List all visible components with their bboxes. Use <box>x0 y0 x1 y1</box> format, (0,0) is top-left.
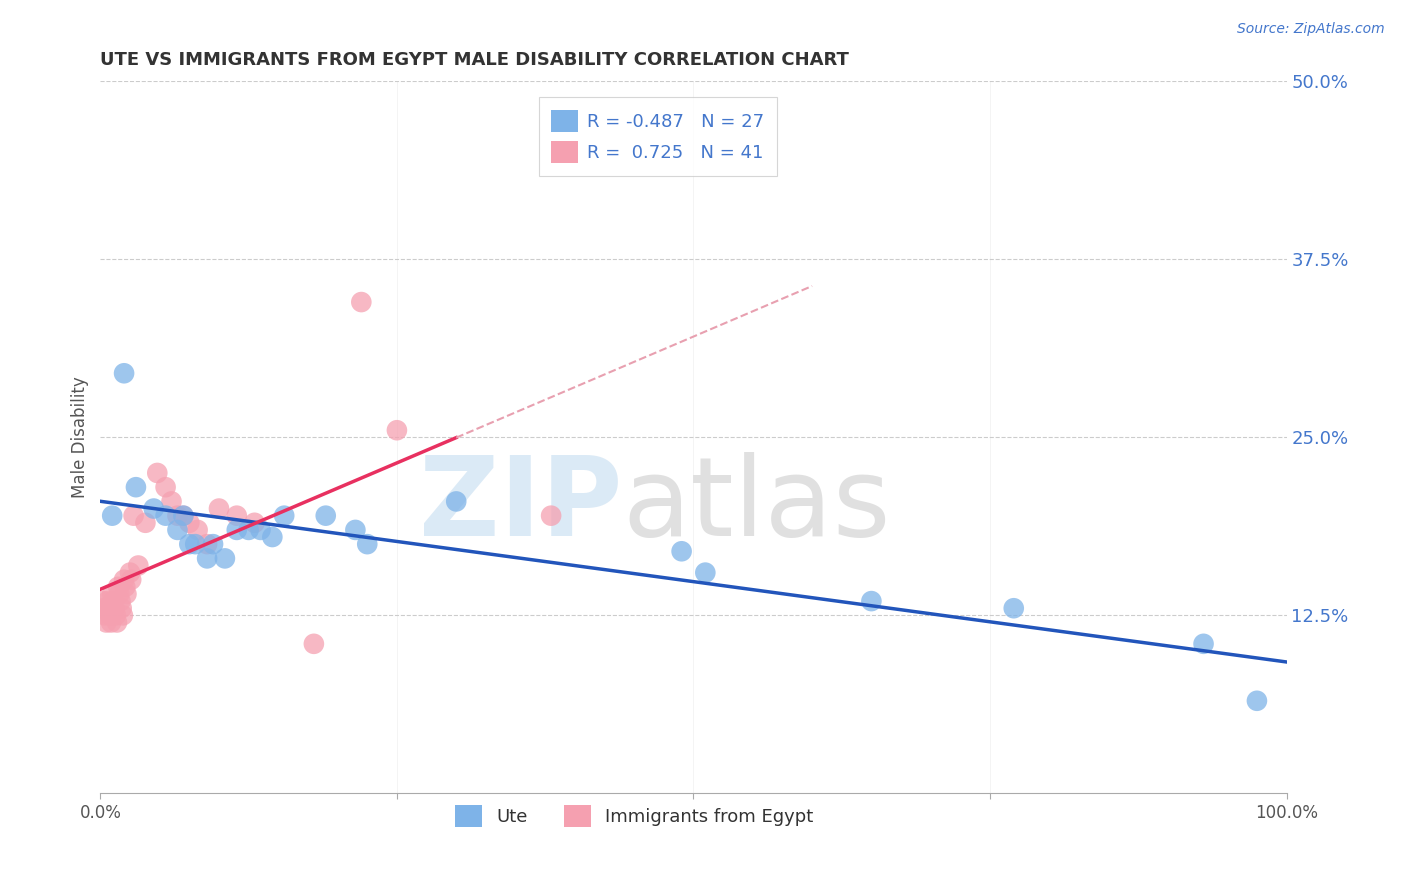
Point <box>273 508 295 523</box>
Point <box>356 537 378 551</box>
Point <box>160 494 183 508</box>
Point <box>166 523 188 537</box>
Legend: Ute, Immigrants from Egypt: Ute, Immigrants from Egypt <box>447 797 821 834</box>
Point <box>172 508 194 523</box>
Point <box>112 573 135 587</box>
Point <box>302 637 325 651</box>
Point <box>187 523 209 537</box>
Point <box>860 594 883 608</box>
Point <box>344 523 367 537</box>
Point <box>1002 601 1025 615</box>
Point <box>184 537 207 551</box>
Point <box>98 608 121 623</box>
Point <box>142 501 165 516</box>
Point <box>166 508 188 523</box>
Point <box>96 594 118 608</box>
Point <box>214 551 236 566</box>
Point <box>112 366 135 380</box>
Point <box>202 537 225 551</box>
Point <box>179 516 201 530</box>
Point <box>93 601 115 615</box>
Point <box>444 494 467 508</box>
Point <box>103 601 125 615</box>
Point <box>114 580 136 594</box>
Point <box>695 566 717 580</box>
Point <box>125 480 148 494</box>
Point <box>350 295 373 310</box>
Point <box>155 508 177 523</box>
Point <box>208 501 231 516</box>
Text: Source: ZipAtlas.com: Source: ZipAtlas.com <box>1237 22 1385 37</box>
Point <box>97 601 120 615</box>
Point <box>120 573 142 587</box>
Point <box>238 523 260 537</box>
Point <box>122 508 145 523</box>
Point <box>134 516 156 530</box>
Point <box>107 580 129 594</box>
Point <box>315 508 337 523</box>
Point <box>127 558 149 573</box>
Point <box>195 551 218 566</box>
Point <box>101 587 124 601</box>
Text: atlas: atlas <box>623 451 891 558</box>
Point <box>104 608 127 623</box>
Point <box>225 508 247 523</box>
Point <box>110 594 132 608</box>
Text: UTE VS IMMIGRANTS FROM EGYPT MALE DISABILITY CORRELATION CHART: UTE VS IMMIGRANTS FROM EGYPT MALE DISABI… <box>100 51 849 69</box>
Point <box>155 480 177 494</box>
Point <box>249 523 271 537</box>
Point <box>671 544 693 558</box>
Point <box>1246 694 1268 708</box>
Point <box>262 530 284 544</box>
Point <box>105 615 128 630</box>
Point <box>1192 637 1215 651</box>
Point <box>146 466 169 480</box>
Point <box>111 608 134 623</box>
Point <box>91 594 114 608</box>
Point <box>100 615 122 630</box>
Point <box>385 423 408 437</box>
Y-axis label: Male Disability: Male Disability <box>72 376 89 499</box>
Point <box>101 508 124 523</box>
Point <box>94 608 117 623</box>
Point <box>195 537 218 551</box>
Point <box>115 587 138 601</box>
Point <box>172 508 194 523</box>
Point <box>540 508 562 523</box>
Point <box>243 516 266 530</box>
Point <box>111 601 134 615</box>
Point <box>96 615 118 630</box>
Point <box>118 566 141 580</box>
Text: ZIP: ZIP <box>419 451 623 558</box>
Point <box>103 594 125 608</box>
Point <box>108 587 131 601</box>
Point <box>179 537 201 551</box>
Point <box>225 523 247 537</box>
